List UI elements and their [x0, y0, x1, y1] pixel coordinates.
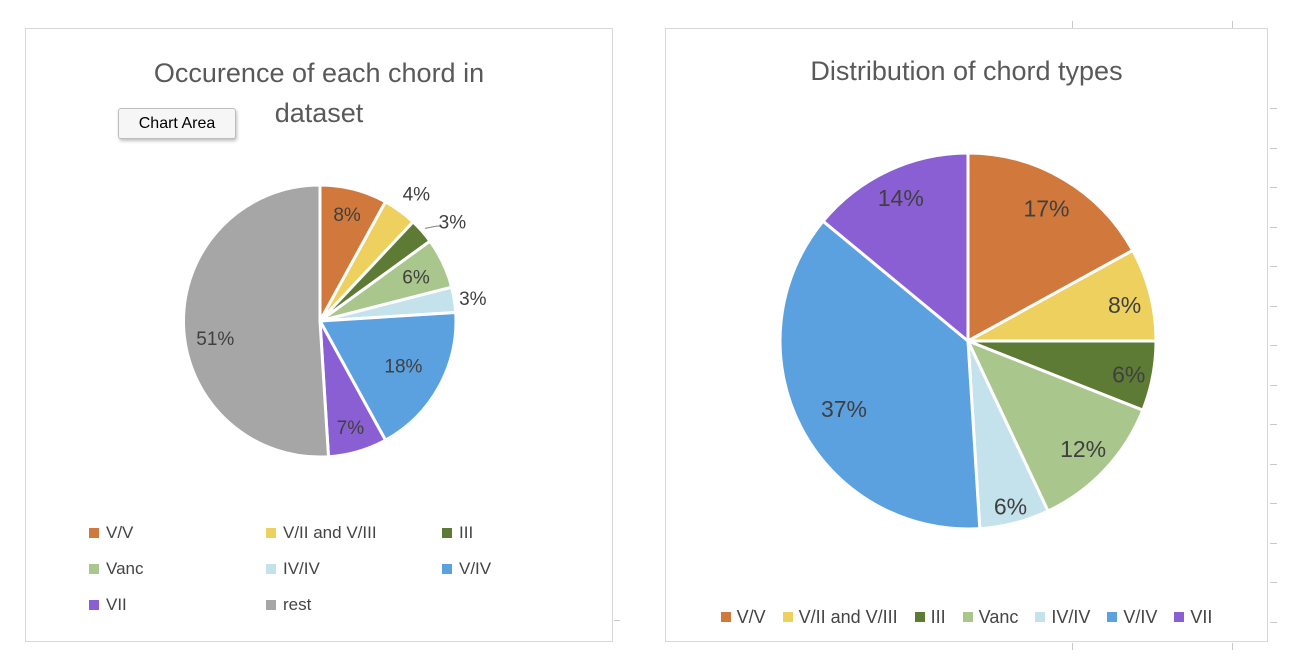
pie-slice-vii[interactable]	[821, 151, 970, 343]
pie-data-label: 17%	[1023, 195, 1069, 221]
pie-slice-v-ii-and-v-iii[interactable]	[966, 248, 1158, 343]
legend-marker	[1035, 612, 1046, 622]
legend-marker	[1174, 612, 1185, 622]
legend-marker	[914, 612, 925, 622]
legend-label: IV/IV	[1051, 606, 1091, 627]
legend-item-vanc[interactable]: Vanc	[962, 606, 1019, 627]
legend-label: V/II and V/III	[283, 523, 377, 542]
legend-label: V/IV	[459, 559, 492, 578]
pie-data-label: 8%	[1108, 292, 1141, 318]
pie-data-label: 6%	[402, 267, 430, 288]
pie-slice-v-iv[interactable]	[318, 311, 458, 442]
spreadsheet-gridline-tick	[1270, 503, 1277, 504]
spreadsheet-gridline-tick	[1232, 21, 1233, 28]
chart-legend: V/V V/II and V/III III Vanc IV/IV V/IV VII	[666, 607, 1267, 627]
legend-marker	[442, 564, 452, 574]
spreadsheet-gridline-tick	[1270, 543, 1277, 544]
spreadsheet-gridline-tick	[1270, 306, 1277, 307]
spreadsheet-gridline-tick	[1270, 148, 1277, 149]
legend-item-vii[interactable]: VII	[1174, 607, 1212, 627]
spreadsheet-gridline-tick	[614, 620, 620, 621]
pie-data-label: 4%	[403, 185, 431, 206]
pie-data-label: 12%	[1060, 436, 1106, 462]
legend-item-iii[interactable]: III	[442, 523, 596, 543]
chart-title[interactable]: Occurence of each chord in dataset	[153, 58, 485, 128]
legend-item-v-v[interactable]: V/V	[89, 523, 266, 543]
pie-data-label: 3%	[439, 213, 467, 234]
legend-marker	[89, 528, 99, 538]
legend-marker	[89, 564, 99, 574]
spreadsheet-gridline-tick	[1270, 266, 1277, 267]
chart-area-tooltip: Chart Area	[118, 108, 236, 139]
pie-slice-v-v[interactable]	[966, 151, 1135, 343]
chart-legend: V/V V/II and V/III III Vanc IV/IV V/IV VII rest	[89, 523, 596, 615]
spreadsheet-gridline-tick	[1270, 385, 1277, 386]
legend-label: V/IV	[1123, 606, 1158, 627]
spreadsheet-gridline-tick	[1072, 21, 1073, 28]
pie-slice-vanc[interactable]	[966, 339, 1145, 513]
legend-label: V/II and V/III	[798, 606, 898, 627]
legend-label: Vanc	[978, 606, 1019, 627]
legend-label: VII	[1190, 606, 1213, 627]
pie-plot-area: 8% 4% 3% 6% 3% 18% 7% 51%	[181, 183, 487, 459]
pie-chart-occurrence-of-each-chord[interactable]: Occurence of each chord in dataset 8% 4% 3…	[25, 28, 613, 642]
legend-item-v-iv[interactable]: V/IV	[1107, 607, 1157, 627]
legend-label: rest	[283, 595, 312, 614]
pie-chart-distribution-of-chord-types[interactable]: Distribution of chord types 17% 8% 6% 12% 6%…	[665, 28, 1268, 642]
legend-item-v-ii-and-v-iii[interactable]: V/II and V/III	[266, 523, 442, 543]
legend-item-rest[interactable]: rest	[266, 595, 442, 615]
legend-item-vanc[interactable]: Vanc	[89, 559, 266, 579]
legend-label: V/V	[106, 523, 134, 542]
legend-marker	[266, 528, 276, 538]
pie-slice-v-iv[interactable]	[778, 219, 982, 531]
legend-item-iv-iv[interactable]: IV/IV	[1035, 607, 1090, 627]
pie-data-label: 3%	[459, 289, 487, 310]
pie-data-label: 14%	[878, 185, 924, 211]
legend-item-v-v[interactable]: V/V	[720, 606, 766, 627]
legend-item-v-ii-and-v-iii[interactable]: V/II and V/III	[782, 606, 898, 627]
legend-marker	[962, 612, 973, 622]
spreadsheet-gridline-tick	[1232, 643, 1233, 650]
legend-marker	[266, 600, 276, 610]
legend-label: IV/IV	[283, 559, 320, 578]
pie-data-label: 18%	[384, 356, 422, 377]
spreadsheet-gridline-tick	[1270, 582, 1277, 583]
legend-item-iv-iv[interactable]: IV/IV	[266, 559, 442, 579]
legend-label: III	[459, 523, 474, 542]
legend-marker	[720, 612, 731, 622]
spreadsheet-gridline-tick	[1072, 643, 1073, 650]
legend-label: VII	[106, 595, 127, 614]
legend-marker	[1107, 612, 1118, 622]
spreadsheet-gridline-tick	[1270, 345, 1277, 346]
legend-marker	[442, 528, 452, 538]
legend-item-iii[interactable]: III	[914, 606, 946, 627]
legend-item-v-iv[interactable]: V/IV	[442, 559, 596, 579]
spreadsheet-gridline-tick	[1270, 227, 1277, 228]
legend-label: V/V	[736, 606, 766, 627]
pie-data-label: 7%	[337, 418, 365, 439]
legend-label: III	[930, 606, 946, 627]
spreadsheet-gridline-tick	[1270, 622, 1277, 623]
pie-data-label: 51%	[196, 329, 234, 350]
spreadsheet-gridline-tick	[1270, 187, 1277, 188]
chart-title[interactable]: Distribution of chord types	[810, 56, 1123, 86]
pie-data-label: 6%	[994, 494, 1027, 520]
spreadsheet-gridline-tick	[1270, 108, 1277, 109]
legend-label: Vanc	[106, 559, 144, 578]
spreadsheet-gridline-tick	[1270, 424, 1277, 425]
pie-data-label: 8%	[333, 205, 361, 226]
legend-marker	[266, 564, 276, 574]
legend-marker	[89, 600, 99, 610]
legend-item-vii[interactable]: VII	[89, 595, 266, 615]
label-leader-line	[425, 225, 442, 229]
pie-data-label: 6%	[1112, 362, 1145, 388]
pie-data-label: 37%	[821, 396, 867, 422]
pie-plot-area: 17% 8% 6% 12% 6% 37% 14%	[778, 151, 1158, 531]
spreadsheet-gridline-tick	[1270, 464, 1277, 465]
legend-marker	[782, 612, 793, 622]
pie-slice-rest[interactable]	[181, 183, 330, 459]
